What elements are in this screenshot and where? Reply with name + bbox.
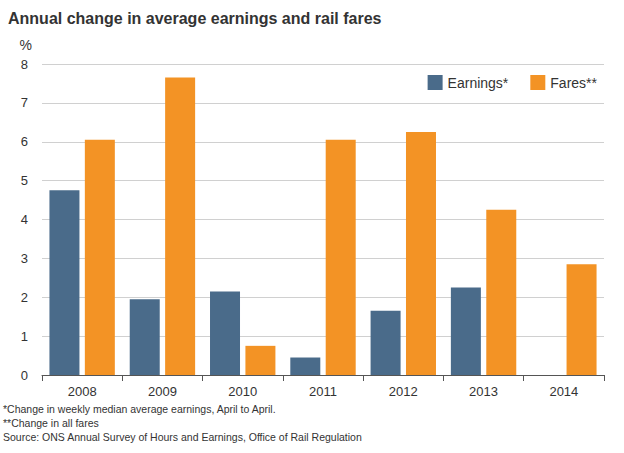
svg-text:2010: 2010 <box>228 384 257 399</box>
svg-text:7: 7 <box>21 95 28 110</box>
svg-text:2008: 2008 <box>68 384 97 399</box>
svg-text:2013: 2013 <box>469 384 498 399</box>
svg-text:2: 2 <box>21 290 28 305</box>
svg-text:1: 1 <box>21 329 28 344</box>
svg-text:0: 0 <box>21 368 28 383</box>
svg-text:8: 8 <box>21 57 28 72</box>
svg-text:2009: 2009 <box>148 384 177 399</box>
svg-text:Fares**: Fares** <box>550 75 597 91</box>
svg-text:3: 3 <box>21 251 28 266</box>
svg-text:Earnings*: Earnings* <box>448 75 509 91</box>
svg-text:*Change in weekly median avera: *Change in weekly median average earning… <box>3 403 276 415</box>
svg-text:%: % <box>20 37 32 53</box>
svg-text:2014: 2014 <box>549 384 578 399</box>
svg-text:2012: 2012 <box>389 384 418 399</box>
svg-text:2011: 2011 <box>309 384 337 399</box>
svg-text:Source: ONS Annual Survey of H: Source: ONS Annual Survey of Hours and E… <box>3 431 362 443</box>
svg-text:Annual change in average earni: Annual change in average earnings and ra… <box>8 10 382 27</box>
svg-text:6: 6 <box>21 134 28 149</box>
svg-text:4: 4 <box>21 212 28 227</box>
svg-text:5: 5 <box>21 173 28 188</box>
svg-text:**Change in all fares: **Change in all fares <box>3 417 99 429</box>
